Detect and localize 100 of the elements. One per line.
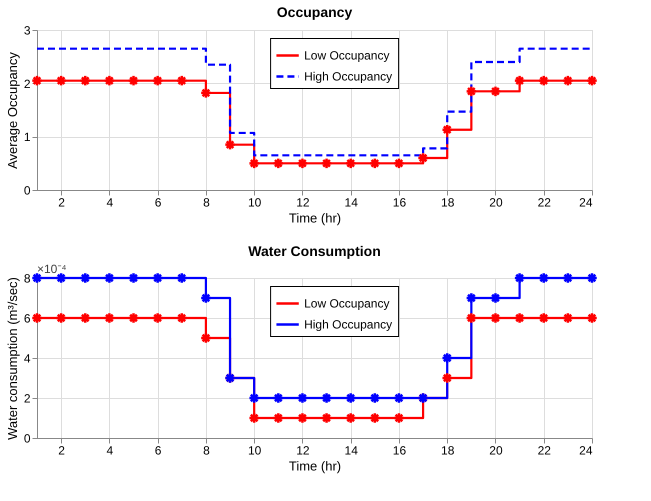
point <box>538 74 550 87</box>
chart-title: Occupancy <box>276 4 352 20</box>
x-tick-label: 18 <box>441 444 455 458</box>
point <box>417 152 430 164</box>
point <box>538 272 550 284</box>
x-tick-label: 22 <box>538 444 552 458</box>
point <box>344 392 357 404</box>
chart-title: Water Consumption <box>248 243 381 259</box>
point <box>562 312 574 324</box>
point <box>248 392 260 404</box>
text: ×10⁻⁴ <box>37 262 67 276</box>
point <box>320 412 333 424</box>
point <box>248 412 260 424</box>
point <box>55 312 68 324</box>
x-tick-label: 24 <box>579 444 593 458</box>
point <box>441 372 454 384</box>
point <box>465 312 478 324</box>
x-tick-label: 16 <box>392 444 406 458</box>
x-tick-label: 14 <box>344 444 358 458</box>
point <box>562 74 574 87</box>
y-tick-label: 8 <box>24 272 31 286</box>
point <box>31 272 43 284</box>
x-tick-label: 2 <box>58 196 66 210</box>
point <box>176 272 188 284</box>
y-axis-title: Water consumption (m³/sec) <box>4 277 20 440</box>
point <box>489 312 502 324</box>
point <box>272 412 284 424</box>
point <box>392 392 405 404</box>
point <box>344 157 357 170</box>
point <box>392 412 405 424</box>
point <box>176 74 188 87</box>
y-tick-label: 1 <box>24 130 31 144</box>
point <box>586 74 598 87</box>
legend-label: High Occupancy <box>304 70 392 84</box>
point <box>200 332 212 344</box>
x-tick-label: 12 <box>296 196 310 210</box>
point <box>296 157 308 170</box>
point <box>272 157 284 170</box>
x-axis-title: Time (hr) <box>288 458 342 474</box>
point <box>368 392 381 404</box>
x-tick-label: 22 <box>538 196 552 210</box>
point <box>79 74 92 87</box>
point <box>128 312 140 324</box>
point <box>489 85 502 98</box>
point <box>344 412 357 424</box>
x-tick-label: 14 <box>344 196 358 210</box>
x-tick-label: 16 <box>392 196 406 210</box>
y-axis-title: Average Occupancy <box>4 52 20 169</box>
x-tick-label: 10 <box>248 444 262 458</box>
point <box>272 392 284 404</box>
point <box>368 157 381 170</box>
x-tick-label: 6 <box>154 444 162 458</box>
x-tick-label: 8 <box>203 196 210 210</box>
x-tick-label: 2 <box>58 444 66 458</box>
y-tick-label: 0 <box>24 432 31 446</box>
x-tick-label: 24 <box>579 196 593 210</box>
point <box>538 312 550 324</box>
point <box>320 392 333 404</box>
point <box>152 272 164 284</box>
x-axis-title: Time (hr) <box>288 210 342 226</box>
point <box>248 157 260 170</box>
point <box>514 312 526 324</box>
point <box>55 74 68 87</box>
point <box>128 74 140 87</box>
point <box>128 272 140 284</box>
legend-label: Low Occupancy <box>304 48 390 62</box>
point <box>489 292 502 304</box>
point <box>562 272 574 284</box>
x-tick-label: 4 <box>106 196 114 210</box>
point <box>176 312 188 324</box>
y-tick-label: 2 <box>24 76 31 91</box>
y-tick-label: 6 <box>24 312 31 326</box>
point <box>152 312 164 324</box>
y-tick-label: 2 <box>24 392 31 406</box>
point <box>368 412 381 424</box>
point <box>465 292 478 304</box>
x-tick-label: 20 <box>489 196 503 210</box>
point <box>103 312 116 324</box>
point <box>465 85 478 98</box>
point <box>224 138 236 151</box>
y-tick-label: 3 <box>24 24 31 38</box>
point <box>320 157 333 170</box>
x-tick-label: 18 <box>441 196 455 210</box>
point <box>200 86 212 99</box>
point <box>79 272 92 284</box>
point <box>31 312 43 324</box>
point <box>296 412 308 424</box>
point <box>392 157 405 170</box>
point <box>441 352 454 364</box>
point <box>296 392 308 404</box>
point <box>79 312 92 324</box>
x-tick-label: 20 <box>489 444 503 458</box>
y-tick-label: 4 <box>24 352 31 366</box>
point <box>103 272 116 284</box>
point <box>586 272 598 284</box>
x-tick-label: 12 <box>296 444 310 458</box>
point <box>586 312 598 324</box>
x-tick-label: 4 <box>106 444 114 458</box>
point <box>200 292 212 304</box>
point <box>514 74 526 87</box>
